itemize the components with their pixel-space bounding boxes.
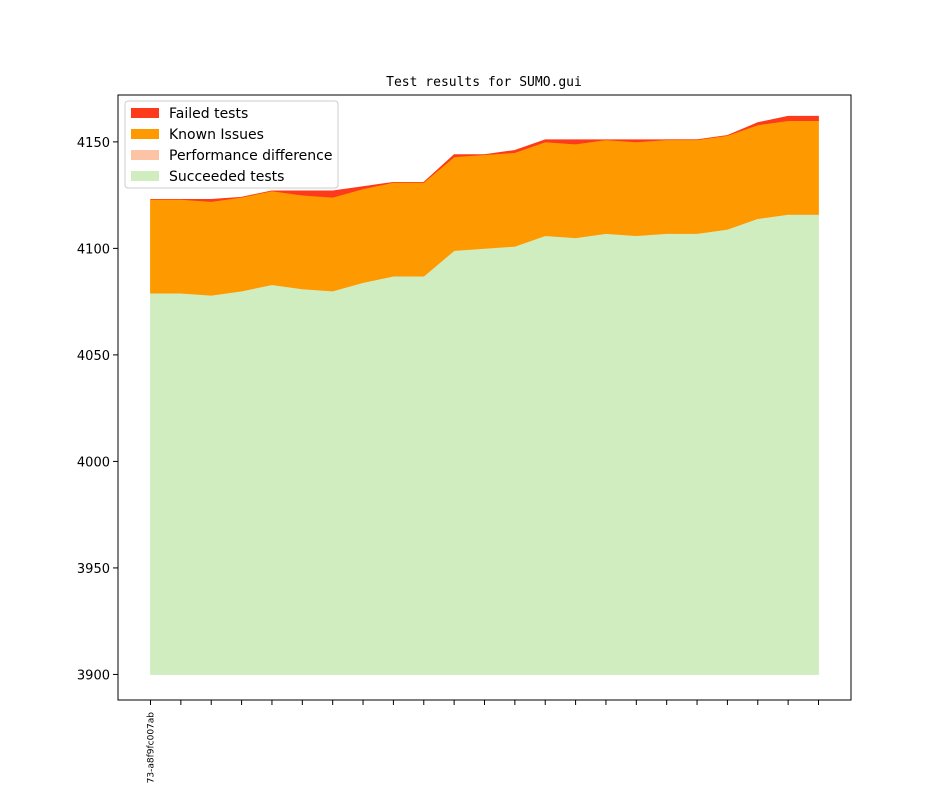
y-tick-label: 4150 [77,136,110,151]
legend-swatch [131,171,159,181]
area-series-group [150,115,819,675]
y-tick-label: 3950 [77,562,110,577]
legend-label: Failed tests [169,106,248,122]
legend-label: Known Issues [169,127,264,143]
y-tick-label: 3900 [77,668,110,683]
legend-swatch [131,150,159,160]
y-axis: 3900 3950 4000 4050 4100 4150 [77,136,118,683]
legend-label: Succeeded tests [169,169,284,185]
x-axis: 73-a8f9fc007ab [147,700,819,783]
y-tick-label: 4100 [77,242,110,257]
legend-swatch [131,129,159,139]
chart-title: Test results for SUMO.gui [386,75,582,90]
legend: Failed tests Known Issues Performance diff… [124,100,339,189]
legend-swatch [131,108,159,118]
area-failed-tests [150,115,819,202]
y-tick-label: 4000 [77,455,110,470]
y-tick-label: 4050 [77,349,110,364]
legend-box [124,100,339,189]
x-tick-label: 73-a8f9fc007ab [147,712,157,784]
legend-label: Performance difference [169,148,332,164]
